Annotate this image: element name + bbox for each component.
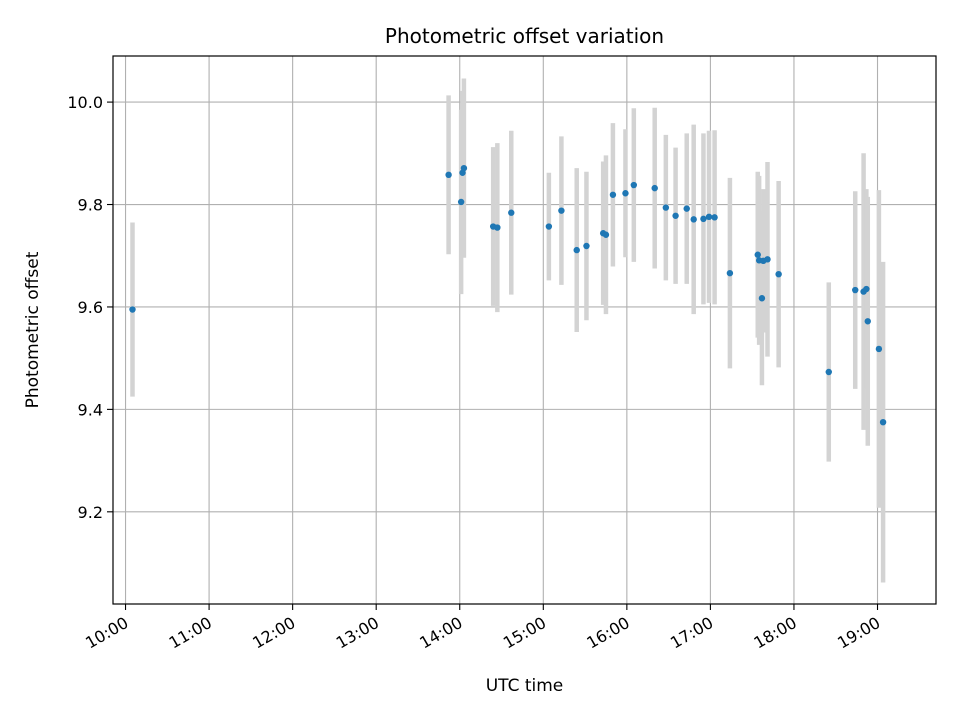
y-tick-label: 9.2 [78, 503, 103, 522]
data-point [583, 242, 590, 250]
x-tick-label: 11:00 [166, 613, 215, 653]
y-tick-label: 9.8 [78, 196, 103, 215]
data-point [683, 205, 690, 212]
data-point [875, 345, 883, 353]
data-point [863, 285, 870, 293]
data-point [711, 214, 718, 221]
data-point [672, 212, 679, 219]
x-tick-label: 13:00 [333, 613, 382, 653]
y-tick-label: 10.0 [67, 93, 103, 112]
data-point [700, 215, 707, 223]
data-point [630, 181, 638, 189]
data-point [754, 251, 761, 258]
data-point [545, 223, 553, 230]
x-tick-label: 15:00 [500, 613, 549, 653]
plot-frame [112, 55, 937, 605]
data-points [129, 164, 887, 426]
data-point [558, 207, 565, 214]
data-point [690, 216, 697, 223]
error-bars [130, 78, 886, 583]
data-point [726, 269, 734, 277]
data-point [825, 368, 832, 376]
data-point [457, 198, 465, 206]
data-point [662, 204, 670, 211]
data-point [508, 209, 515, 216]
data-point [460, 164, 468, 172]
x-tick-label: 14:00 [416, 613, 465, 653]
data-point [445, 171, 452, 179]
x-tick-label: 17:00 [667, 613, 716, 653]
data-point [758, 295, 766, 302]
data-point [879, 418, 887, 426]
data-point [864, 318, 871, 325]
chart-title: Photometric offset variation [385, 24, 664, 48]
data-point [852, 286, 859, 294]
data-point [622, 190, 629, 197]
grid [113, 56, 936, 604]
y-axis-label: Photometric offset [23, 251, 43, 408]
x-axis-label: UTC time [486, 676, 564, 696]
data-point [129, 306, 136, 313]
data-point [764, 256, 771, 263]
x-tick-label: 19:00 [834, 613, 883, 653]
x-tick-label: 18:00 [751, 613, 800, 653]
data-point [573, 246, 580, 254]
y-axis-ticks: 9.2 9.4 9.6 9.8 10.0 [67, 93, 113, 522]
data-point [705, 213, 713, 221]
data-point [494, 224, 501, 231]
x-axis-ticks: 10:00 11:00 12:00 13:00 14:00 15:00 16:00 17:00… [82, 604, 884, 653]
data-point [602, 231, 610, 238]
y-tick-label: 9.6 [78, 298, 103, 317]
x-tick-label: 10:00 [82, 613, 131, 653]
data-point [651, 184, 658, 192]
y-tick-label: 9.4 [78, 400, 103, 419]
data-point [609, 191, 617, 198]
data-point [775, 270, 782, 278]
x-tick-label: 12:00 [249, 613, 298, 653]
x-tick-label: 16:00 [583, 613, 632, 653]
